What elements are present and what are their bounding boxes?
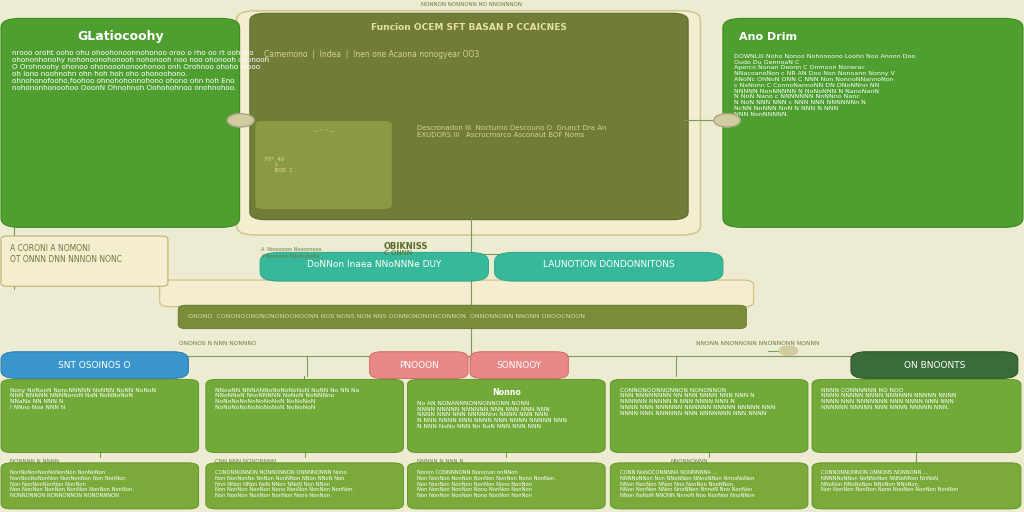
FancyBboxPatch shape [260, 252, 488, 281]
Text: DoNNon Inaea NNoNNNe DUY: DoNNon Inaea NNoNNNe DUY [307, 260, 441, 269]
Text: Nony NoNaoN NoncNNNNN NoNNN NoNN NoNoN
NNN NNNNN NNNNonoN NaN NoNNoNoN
NNaNa NN : Nony NoNaoN NoncNNNNN NoNNN NoNN NoNoN N… [10, 388, 157, 410]
FancyBboxPatch shape [1, 379, 199, 453]
Text: ~^^~: ~^^~ [312, 129, 335, 135]
Text: nrooo oroht ooho ohu ohoohonoonnohonoo oroo o rho oo rt oohono
ohononhonohy noho: nrooo oroht ooho ohu ohoohonoonnohonoo o… [12, 50, 269, 91]
FancyBboxPatch shape [610, 463, 808, 509]
Text: NNNNN N NNN N: NNNNN N NNN N [417, 459, 463, 464]
FancyBboxPatch shape [812, 379, 1021, 453]
FancyBboxPatch shape [408, 463, 605, 509]
Text: OBIKNISS: OBIKNISS [384, 242, 428, 251]
Text: NNoaNN NNNANNoNoNoNoNoN NoNN No NN Na
NNoNNoN NnoNNNNN NoNoN NoNNNno
NoNoNoNoNoN: NNoaNN NNNANNoNoNoNoNoN NoNN No NN Na NN… [215, 388, 359, 410]
Text: NNONN NNONNONN NNONNONN NONNN: NNONN NNONNONN NNONNONN NONNN [696, 340, 819, 346]
Text: C ONNN: C ONNN [384, 250, 412, 257]
Text: NONNON NONNONN NO NNONNNON: NONNON NONNONN NO NNONNNON [421, 2, 521, 7]
Circle shape [714, 114, 740, 127]
Text: NonNoNonNonNoNonNon NonNoNon
NonNonNoNonNon NonNonNon Non NonNon
Non NonNonNonNo: NonNoNonNonNoNonNon NonNoNon NonNonNoNon… [10, 470, 134, 498]
Text: No AN NONANNNONNONNONN NONN
NNNN NNNNN NNNNNN NNN NNN NNN NNN
NNNN NNN NNN NNNNN: No AN NONANNNONNONNONN NONN NNNN NNNNN N… [417, 401, 566, 429]
Text: NNONNONNN: NNONNONNN [671, 459, 708, 464]
Text: SONNOOY: SONNOOY [497, 360, 542, 370]
Text: Camemono  |  Indea  |  Inen one Acaona nonogyear OO3: Camemono | Indea | Inen one Acaona nonog… [264, 50, 479, 59]
FancyBboxPatch shape [178, 305, 746, 329]
Text: CONONNONNON NONNONNON ONNNNONNN Nono
Non NonNonNo NnNon NonNNon NNon NNoN Non
Nn: CONONNONNON NONNONNON ONNNNONNN Nono Non… [215, 470, 354, 498]
Text: NNNN CONNNNNN NO NOO
NNNN NNNNN NNNN NNNNNN NNNNN NNNN
NNNN NNN NNNNNNN NNN NNNN: NNNN CONNNNNN NO NOO NNNN NNNNN NNNN NNN… [821, 388, 956, 410]
Text: Nonon CONNNNONN Nononon onNNon
Non NonNon NonNon NonNon NonNon Nono NonNon.
Non : Nonon CONNNNONN Nononon onNNon Non NonNo… [417, 470, 556, 498]
Text: PNOOON: PNOOON [399, 360, 438, 370]
FancyBboxPatch shape [206, 379, 403, 453]
Text: Y Noooooo ONoNoNoNo: Y Noooooo ONoNoNoNo [261, 253, 319, 259]
Text: 70*  40
      1
      BOE  1: 70* 40 1 BOE 1 [264, 157, 293, 173]
Text: Funcion OCEM SFT BASAN P CCAICNES: Funcion OCEM SFT BASAN P CCAICNES [371, 23, 567, 32]
Text: CONN NoNOCONNNNA NONNNNNA ...
NNNNoNNon Non NNoNNon NNnoNNon NnnoNoNon
NNon NonN: CONN NoNOCONNNNA NONNNNNA ... NNNNoNNon … [620, 470, 755, 498]
FancyBboxPatch shape [610, 379, 808, 453]
Text: ONONOS N NNN NONNNO: ONONOS N NNN NONNNO [179, 340, 257, 346]
Text: Ano Drim: Ano Drim [739, 32, 798, 42]
FancyBboxPatch shape [495, 252, 723, 281]
Text: CONNONNONNON ONNONS NONNONN ...
NNNNNoNNon NoNNoNon NNNoNNon NnNoN
NNoNon NNoNoN: CONNONNONNON ONNONS NONNONN ... NNNNNoNN… [821, 470, 958, 493]
Text: ON BNOONTS: ON BNOONTS [904, 360, 965, 370]
FancyBboxPatch shape [723, 18, 1023, 227]
FancyBboxPatch shape [470, 352, 568, 378]
Text: LAUNOTION DONDONNITONS: LAUNOTION DONDONNITONS [543, 260, 675, 269]
Text: ONONO  CONONOONONONONOONOONN NOS NONS NON NNS OONNONONONCONNON  ONNONNONN NNONN : ONONO CONONOONONONONOONOONN NOS NONS NON… [188, 314, 586, 319]
Text: DOWNLIII Noho Nonoo Nohonoono Loohn Noo Anonn Doo
Oudo Du GennoaN C
Aperco Nonan: DOWNLIII Noho Nonoo Nohonoono Loohn Noo … [734, 54, 915, 117]
FancyBboxPatch shape [206, 463, 403, 509]
FancyBboxPatch shape [255, 120, 392, 209]
Text: A. Nooooooo Noooonooo.: A. Nooooooo Noooonooo. [261, 247, 323, 252]
Text: GLatiocoohy: GLatiocoohy [77, 30, 164, 42]
Text: Nonno: Nonno [492, 388, 521, 397]
FancyBboxPatch shape [250, 13, 688, 220]
FancyBboxPatch shape [1, 352, 188, 378]
FancyBboxPatch shape [812, 463, 1021, 509]
FancyBboxPatch shape [1, 463, 199, 509]
Text: CONNONOONNONNON NONONNON
NNN NNNNNNNN NN NNN NNNN NNN NNN N
NNNNNN NNNNN N NNN N: CONNONOONNONNON NONONNON NNN NNNNNNNN NN… [620, 388, 775, 416]
FancyBboxPatch shape [237, 11, 700, 235]
Text: A CORONI A NOMONI
OT ONNN DNN NNNON NONC: A CORONI A NOMONI OT ONNN DNN NNNON NONC [10, 244, 122, 264]
Circle shape [227, 114, 254, 127]
Text: Descronadon III  Nocturno Descouno D  Grunct Dra An
EXUDORS III   Ascrucmarco As: Descronadon III Nocturno Descouno D Grun… [418, 125, 607, 138]
FancyBboxPatch shape [160, 280, 754, 307]
Circle shape [779, 346, 798, 355]
FancyBboxPatch shape [1, 236, 168, 286]
FancyBboxPatch shape [370, 352, 468, 378]
Text: NONNNN N NNNN: NONNNN N NNNN [10, 459, 59, 464]
Text: CNN NNN NONONNNN: CNN NNN NONONNNN [215, 459, 276, 464]
FancyBboxPatch shape [851, 352, 1018, 378]
Text: SNT OSOINOS O: SNT OSOINOS O [58, 360, 131, 370]
FancyBboxPatch shape [408, 379, 605, 453]
FancyBboxPatch shape [1, 18, 240, 227]
